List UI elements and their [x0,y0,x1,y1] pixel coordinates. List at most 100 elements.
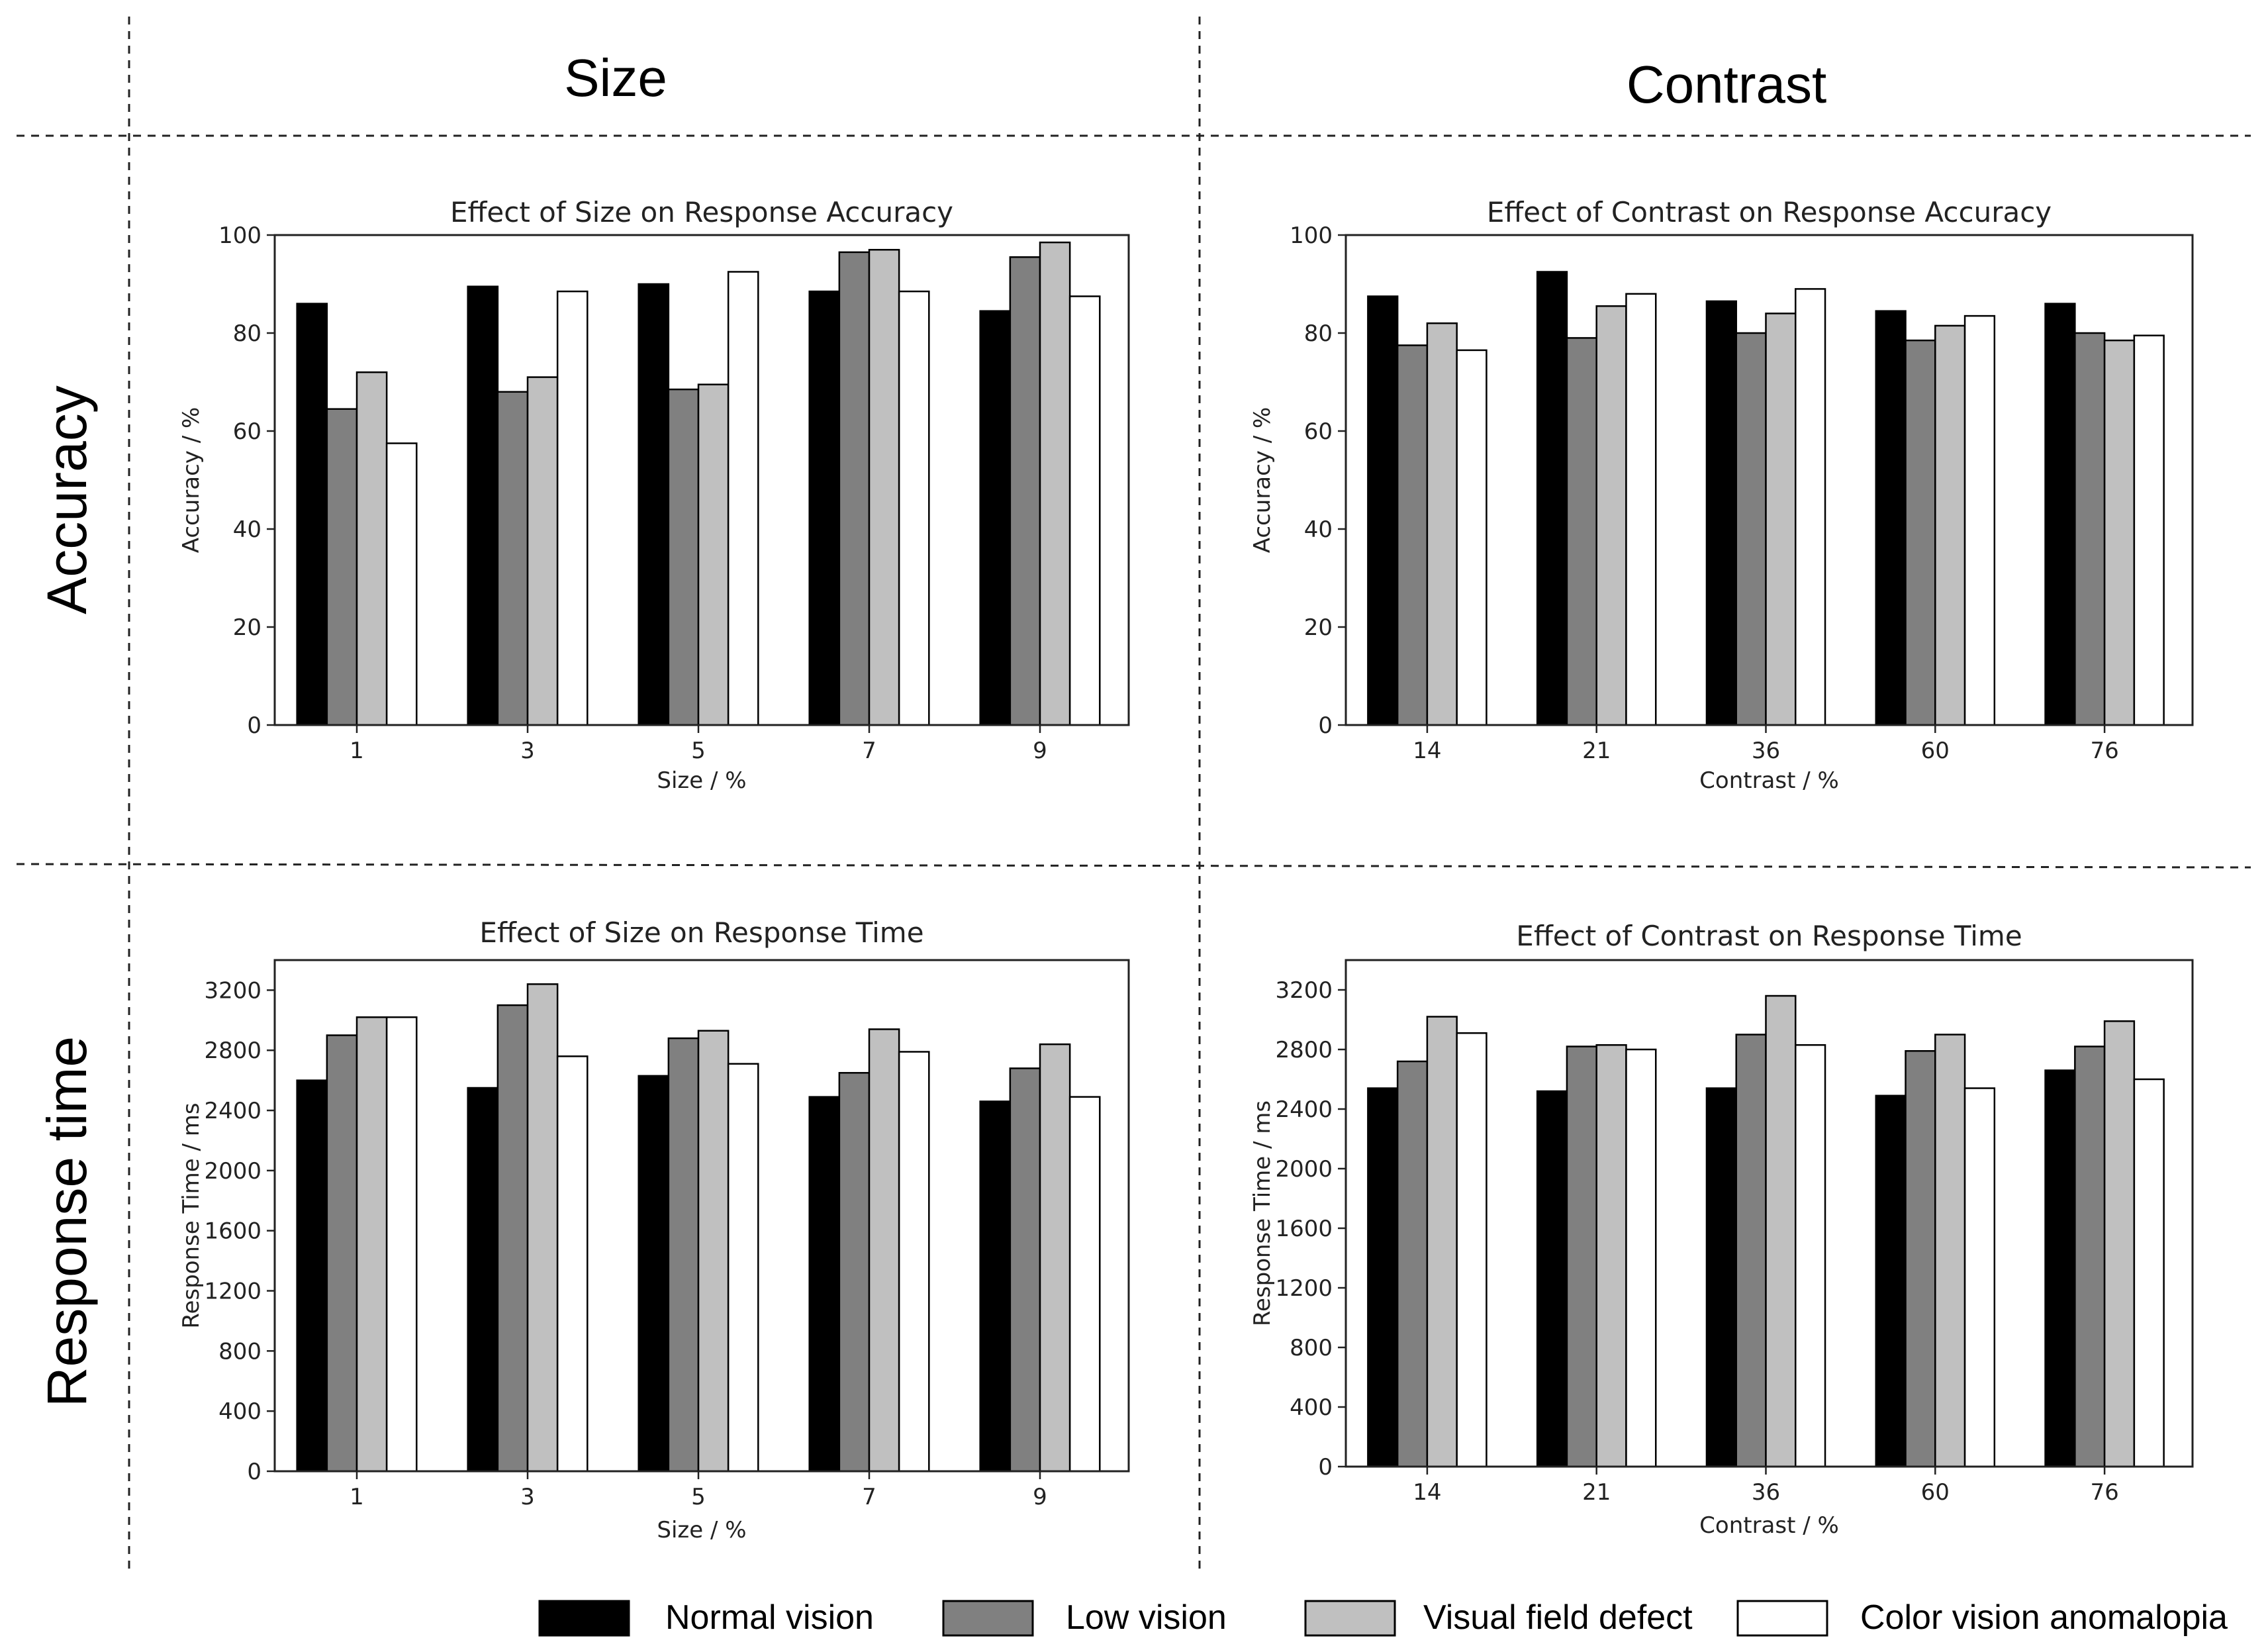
chart-title: Effect of Contrast on Response Accuracy [1487,196,2052,228]
x-tick-label: 5 [691,738,706,764]
bar-low-vision [1905,339,1936,726]
x-tick-label: 60 [1921,1479,1950,1506]
bar-visual-field-defect [355,371,388,726]
horizontal-divider-middle [16,863,2251,869]
chart-size-accuracy: Effect of Size on Response Accuracy 0 20 40… [178,196,1130,794]
bar-visual-field-defect [1039,1043,1071,1473]
x-tick-label: 21 [1582,738,1611,764]
bar-visual-field-defect [1765,995,1797,1468]
bar-low-vision [2074,332,2106,726]
bar-color-vision-anomalopia [898,1051,930,1473]
bar-color-vision-anomalopia [2133,334,2165,726]
bar-color-vision-anomalopia [1963,315,1996,726]
legend-swatch [538,1600,630,1637]
bar-low-vision [1566,1045,1597,1468]
x-tick-label: 7 [862,1484,876,1510]
x-tick-label: 1 [350,738,364,764]
plot-frame [1345,234,2194,726]
bar-normal-vision [467,1087,499,1473]
bar-visual-field-defect [1934,324,1966,726]
bar-low-vision [1735,1034,1767,1468]
x-tick-label: 5 [691,1484,706,1510]
x-tick-label: 36 [1752,1479,1780,1506]
chart-size-response-time: Effect of Size on Response Time040080012… [178,916,1130,1543]
bar-low-vision [1009,256,1041,726]
y-tick-label: 20 [1304,614,1333,641]
y-tick-label: 2000 [204,1158,261,1185]
bar-low-vision [1905,1050,1936,1468]
plot-frame [1345,959,2194,1468]
bar-visual-field-defect [526,983,559,1473]
bar-normal-vision [979,1100,1012,1473]
bar-visual-field-defect [2103,339,2136,726]
bar-color-vision-anomalopia [385,442,418,726]
bar-visual-field-defect [2103,1020,2136,1468]
x-tick-label: 60 [1921,738,1950,764]
y-axis-label: Response Time / ms [1249,1100,1276,1326]
y-tick-label: 0 [1318,712,1333,739]
bar-low-vision [326,408,358,726]
column-header-contrast: Contrast [1627,55,1826,114]
x-tick-label: 14 [1413,1479,1441,1506]
bar-visual-field-defect [1934,1034,1966,1468]
legend-swatch [942,1600,1034,1637]
bar-low-vision [1566,337,1597,726]
y-tick-label: 800 [218,1338,261,1365]
row-header-response-time: Response time [36,1036,98,1407]
bar-visual-field-defect [1426,322,1458,726]
y-tick-label: 100 [218,222,261,249]
y-tick-label: 2400 [1275,1096,1333,1123]
x-tick-label: 76 [2090,1479,2118,1506]
y-tick-label: 80 [233,320,261,347]
bar-low-vision [667,388,700,726]
y-axis-label: Accuracy / % [1249,407,1276,554]
x-tick-label: 76 [2090,738,2118,764]
bar-color-vision-anomalopia [1625,1048,1657,1468]
x-tick-label: 3 [520,1484,535,1510]
bar-visual-field-defect [1765,313,1797,726]
chart-title: Effect of Size on Response Time [479,916,923,949]
bar-color-vision-anomalopia [556,290,589,726]
y-tick-label: 0 [247,712,261,739]
bar-color-vision-anomalopia [727,1063,759,1473]
y-tick-label: 3200 [1275,977,1333,1004]
bar-normal-vision [808,1096,841,1473]
y-tick-label: 80 [1304,320,1333,347]
bar-visual-field-defect [1039,241,1071,726]
bar-visual-field-defect [697,383,730,726]
bar-normal-vision [638,1075,670,1473]
bar-visual-field-defect [1595,1044,1627,1468]
y-tick-label: 40 [1304,516,1333,543]
legend-label: Low vision [1066,1598,1227,1637]
x-tick-label: 3 [520,738,535,764]
legend: Normal vision Low vision Visual field defe… [538,1598,2228,1637]
y-tick-label: 0 [1318,1454,1333,1481]
y-axis-label: Response Time / ms [178,1102,205,1328]
bar-normal-vision [2044,303,2076,726]
x-axis-label: Contrast / % [1699,767,1839,794]
x-tick-label: 7 [862,738,876,764]
y-tick-label: 2800 [1275,1037,1333,1063]
bar-visual-field-defect [868,1028,900,1473]
bar-color-vision-anomalopia [385,1016,418,1473]
y-tick-label: 1600 [204,1218,261,1245]
bar-color-vision-anomalopia [1795,288,1826,726]
plot-frame [273,234,1130,726]
y-tick-label: 400 [1290,1394,1333,1421]
y-tick-label: 400 [218,1398,261,1425]
bar-normal-vision [467,285,499,726]
y-tick-label: 60 [1304,418,1333,445]
bar-color-vision-anomalopia [727,271,759,726]
bar-normal-vision [1536,271,1568,726]
bar-low-vision [1396,344,1429,726]
bar-low-vision [1009,1067,1041,1473]
bar-visual-field-defect [868,248,900,726]
x-tick-label: 9 [1033,1484,1047,1510]
bar-normal-vision [1367,1087,1399,1468]
bar-low-vision [2074,1045,2106,1468]
chart-title: Effect of Size on Response Accuracy [450,196,953,228]
bar-visual-field-defect [1595,305,1627,726]
bar-low-vision [496,391,529,726]
bar-low-vision [838,1072,871,1473]
